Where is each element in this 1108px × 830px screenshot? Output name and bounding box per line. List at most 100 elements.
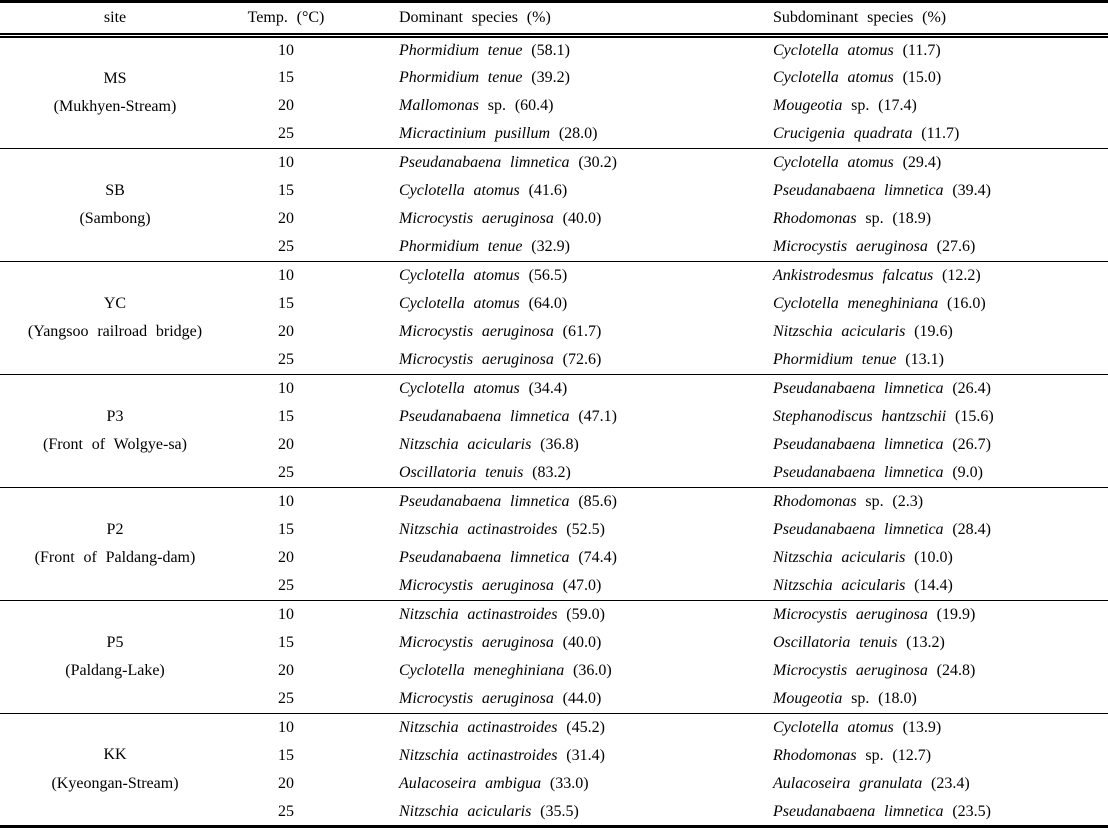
table-row: 20 Microcystis aeruginosa (40.0) Rhodomona… [0, 205, 1108, 233]
species-percentage: (26.4) [943, 379, 992, 397]
subdominant-species-cell: Pseudanabaena limnetica (28.4) [770, 516, 1108, 544]
species-name: Pseudanabaena limnetica [773, 379, 944, 397]
species-percentage: (13.1) [896, 351, 944, 369]
dominant-species-cell: Pseudanabaena limnetica (30.2) [342, 149, 770, 177]
species-name: Cyclotella atomus [773, 41, 894, 59]
temp-value: 15 [278, 520, 294, 538]
species-name: Microcystis aeruginosa [399, 323, 554, 341]
species-percentage: (19.9) [927, 605, 976, 623]
subdominant-species-cell: Mougeotia sp. (17.4) [770, 92, 1108, 120]
dominant-species-cell: Oscillatoria tenuis (83.2) [342, 459, 770, 487]
species-percentage: (35.5) [531, 802, 579, 820]
species-percentage: (32.9) [522, 238, 570, 256]
species-name: Nitzschia actinastroides [399, 746, 558, 764]
subdominant-species-cell: Aulacoseira granulata (23.4) [770, 770, 1108, 798]
species-percentage: sp. (2.3) [856, 492, 924, 510]
table-row: 15 Nitzschia actinastroides (31.4) Rhodomo… [0, 742, 1108, 770]
temp-value: 15 [278, 294, 294, 312]
site-code: P3 [106, 407, 124, 425]
species-name: Nitzschia acicularis [773, 577, 906, 595]
dominant-species-cell: Microcystis aeruginosa (44.0) [342, 685, 770, 713]
species-name: Cyclotella atomus [399, 266, 520, 284]
table-row: 25 Oscillatoria tenuis (83.2) Pseudanabaen… [0, 459, 1108, 487]
header-row: site Temp. (°C) Dominant species (%) Sub… [0, 1, 1108, 38]
species-percentage: (56.5) [519, 266, 568, 284]
species-percentage: (15.6) [946, 407, 994, 425]
table-row: YC (Yangsoo railroad bridge) 10 Cyclotella … [0, 262, 1108, 340]
species-name: Mougeotia [773, 97, 843, 115]
table-row: 15 Phormidium tenue (39.2) Cyclotella atom… [0, 64, 1108, 92]
species-name: Cyclotella atomus [399, 294, 520, 312]
dominant-species-cell: Mallomonas sp. (60.4) [342, 92, 770, 120]
subdominant-species-cell: Rhodomonas sp. (2.3) [770, 488, 1108, 516]
species-percentage: (15.0) [893, 68, 942, 86]
dominant-species-cell: Microcystis aeruginosa (72.6) [342, 346, 770, 374]
column-header-dominant: Dominant species (%) [342, 1, 770, 38]
species-percentage: sp. (18.9) [856, 210, 932, 228]
species-name: Pseudanabaena limnetica [773, 436, 944, 454]
site-cell: SB (Sambong) [0, 149, 230, 262]
temp-value: 15 [278, 68, 294, 86]
species-percentage: (12.2) [933, 266, 981, 284]
species-percentage: (83.2) [523, 464, 571, 482]
temp-value: 20 [278, 436, 294, 454]
species-percentage: sp. (12.7) [856, 746, 932, 764]
site-section: P5 (Paldang-Lake) 10 Nitzschia actinastroid… [0, 600, 1108, 714]
species-percentage: (39.2) [522, 68, 570, 86]
species-percentage: (47.1) [569, 407, 618, 425]
site-section: YC (Yangsoo railroad bridge) 10 Cyclotella … [0, 261, 1108, 375]
species-name: Aulacoseira granulata [773, 775, 923, 793]
table-row: 25 Microcystis aeruginosa (44.0) Mougeotia… [0, 685, 1108, 713]
table-row: 25 Microcystis aeruginosa (72.6) Phormidiu… [0, 346, 1108, 374]
temp-value: 25 [278, 577, 294, 595]
species-percentage: (85.6) [569, 492, 618, 510]
subdominant-species-cell: Pseudanabaena limnetica (39.4) [770, 177, 1108, 205]
dominant-species-cell: Nitzschia actinastroides (31.4) [342, 742, 770, 770]
species-percentage: (36.0) [564, 662, 612, 680]
species-name: Pseudanabaena limnetica [399, 549, 570, 567]
species-percentage: (31.4) [557, 746, 605, 764]
site-code: MS [103, 69, 127, 87]
species-name: Cyclotella meneghiniana [399, 662, 565, 680]
site-name: (Paldang-Lake) [65, 662, 165, 679]
species-name: Aulacoseira ambigua [399, 775, 542, 793]
species-name: Phormidium tenue [399, 238, 523, 256]
dominant-species-cell: Cyclotella atomus (41.6) [342, 177, 770, 205]
subdominant-species-cell: Microcystis aeruginosa (27.6) [770, 233, 1108, 261]
subdominant-species-cell: Microcystis aeruginosa (24.8) [770, 657, 1108, 685]
species-name: Cyclotella atomus [773, 68, 894, 86]
species-percentage: (61.7) [553, 323, 602, 341]
species-name: Microcystis aeruginosa [773, 605, 928, 623]
species-percentage: (13.2) [897, 633, 945, 651]
site-cell: P2 (Front of Paldang-dam) [0, 488, 230, 601]
species-name: Pseudanabaena limnetica [773, 802, 944, 820]
site-code: P5 [106, 633, 124, 651]
dominant-species-cell: Micractinium pusillum (28.0) [342, 120, 770, 148]
species-percentage: (29.4) [893, 153, 942, 171]
species-percentage: (27.6) [927, 238, 976, 256]
species-percentage: (11.7) [893, 41, 941, 59]
temp-value: 10 [278, 718, 294, 736]
species-percentage: (16.0) [938, 294, 986, 312]
species-percentage: (33.0) [541, 775, 589, 793]
dominant-species-cell: Microcystis aeruginosa (61.7) [342, 318, 770, 346]
species-percentage: (72.6) [553, 351, 602, 369]
table-row: 15 Pseudanabaena limnetica (47.1) Stephano… [0, 403, 1108, 431]
site-section: KK (Kyeongan-Stream) 10 Nitzschia actinastr… [0, 713, 1108, 827]
dominant-species-cell: Microcystis aeruginosa (47.0) [342, 572, 770, 600]
site-cell: KK (Kyeongan-Stream) [0, 714, 230, 827]
site-name: (Mukhyen-Stream) [53, 98, 177, 115]
table-row: 20 Mallomonas sp. (60.4) Mougeotia sp. (17… [0, 92, 1108, 120]
subdominant-species-cell: Nitzschia acicularis (14.4) [770, 572, 1108, 600]
dominant-species-cell: Microcystis aeruginosa (40.0) [342, 205, 770, 233]
species-percentage: (41.6) [519, 181, 568, 199]
species-name: Rhodomonas [773, 492, 857, 510]
table-row: 20 Cyclotella meneghiniana (36.0) Microcys… [0, 657, 1108, 685]
species-name: Nitzschia acicularis [399, 802, 532, 820]
temp-value: 10 [278, 266, 294, 284]
temp-value: 25 [278, 238, 294, 256]
species-name: Stephanodiscus hantzschii [773, 407, 947, 425]
table-row: 25 Micractinium pusillum (28.0) Crucigenia… [0, 120, 1108, 148]
species-percentage: (34.4) [519, 379, 568, 397]
